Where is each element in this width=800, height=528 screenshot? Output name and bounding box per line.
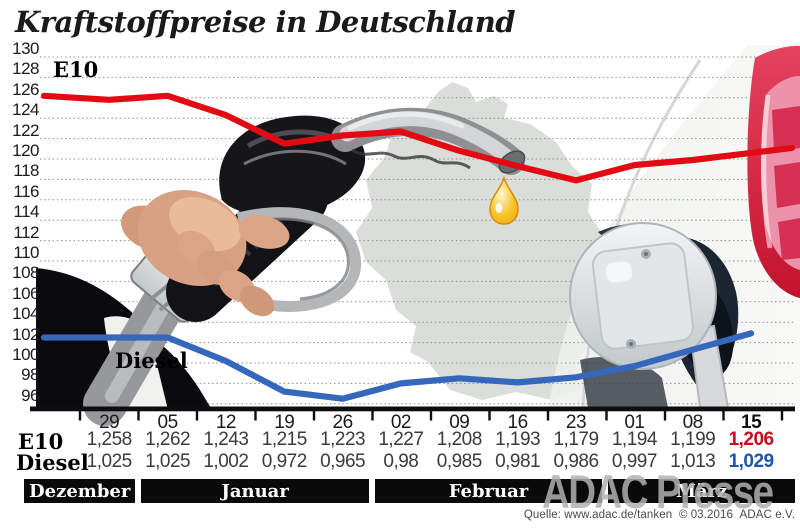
x-axis-label: 15 [741,412,762,433]
y-axis-label: 128 [12,59,39,79]
x-axis-label: 29 [99,412,120,433]
e10-line [40,92,796,184]
table-cell: 1,208 [436,429,483,450]
table-cell: 1,179 [553,429,599,450]
y-axis-label: 124 [12,100,39,120]
table-cell: 1,013 [670,451,716,472]
table-row-label-diesel: Diesel [16,450,89,475]
x-axis-label: 19 [274,412,295,433]
y-axis-label: 116 [13,181,39,201]
table-cell: 0,985 [436,451,483,472]
y-axis-label: 130 [12,39,39,58]
table-cell: 1,025 [145,451,191,472]
y-axis-label: 122 [12,120,39,140]
table-cell: 1,029 [728,451,775,472]
month-bar-dezember: Dezember [24,479,136,503]
thumb [238,215,290,249]
y-axis-label: 100 [12,345,39,364]
x-axis-label: 16 [507,412,529,433]
car-photo-details [569,45,800,409]
x-axis-label: 12 [215,412,237,433]
table-cell: 1,243 [203,429,249,450]
month-bar-februar: Februar [374,479,603,503]
chart-title: Kraftstoffpreise in Deutschland [15,5,516,39]
y-axis-label: 102 [12,324,39,344]
table-cell: 0,981 [495,451,541,472]
y-axis-label: 118 [13,161,39,181]
source-note: Quelle: www.adac.de/tanken © 03.2016 ADA… [523,509,795,521]
table-cell: 1,227 [378,429,424,450]
y-axis-label: 126 [12,79,39,99]
diesel-line [40,330,755,402]
y-axis-label: 108 [12,263,39,283]
x-axis-label: 01 [624,412,645,433]
x-axis [30,406,795,421]
table-cell: 1,002 [203,451,249,472]
table-row-label-e10: E10 [18,429,64,454]
y-axis-label: 106 [12,283,39,303]
y-axis-label: 110 [13,243,39,262]
table-cell: 0,997 [611,451,658,472]
x-axis-label: 23 [565,412,587,433]
table-cell: 0,972 [261,451,308,472]
y-axis-label: 114 [13,202,39,222]
table-cell: 1,193 [495,429,541,450]
fuel-drop-icon [489,175,519,225]
table-cell: 1,025 [86,451,133,472]
x-axis-label: 08 [682,412,704,433]
table-cell: 1,194 [611,429,658,450]
y-axis-label: 104 [12,304,39,324]
x-axis-label: 02 [390,412,412,433]
month-bar-januar: Januar [141,479,369,503]
legend-diesel-label: Diesel [115,348,188,373]
table-cell: 1,215 [261,429,308,450]
nozzle-spout [331,107,526,175]
table-cell: 0,965 [320,451,366,472]
x-axis-label: 09 [449,412,470,433]
table-cell: 1,258 [86,429,133,450]
table-cell: 1,199 [670,429,716,450]
legend-e10-label: E10 [53,57,99,82]
y-axis-label: 96 [21,385,39,405]
x-axis-label: 05 [157,412,179,433]
axis-line [30,406,795,412]
table-cell: 0,986 [553,451,599,472]
table-cell: 1,206 [728,429,775,450]
table-cell: 1,223 [320,429,366,450]
y-axis-label: 120 [12,141,39,160]
table-cell: 1,262 [145,429,191,450]
y-axis-label: 112 [13,222,39,242]
x-axis-label: 26 [332,412,354,433]
hand [121,190,290,317]
price-lines [40,92,796,402]
month-bar-märz: März [608,479,795,503]
y-axis-label: 98 [21,365,39,385]
table-cell: 0,98 [383,451,419,472]
